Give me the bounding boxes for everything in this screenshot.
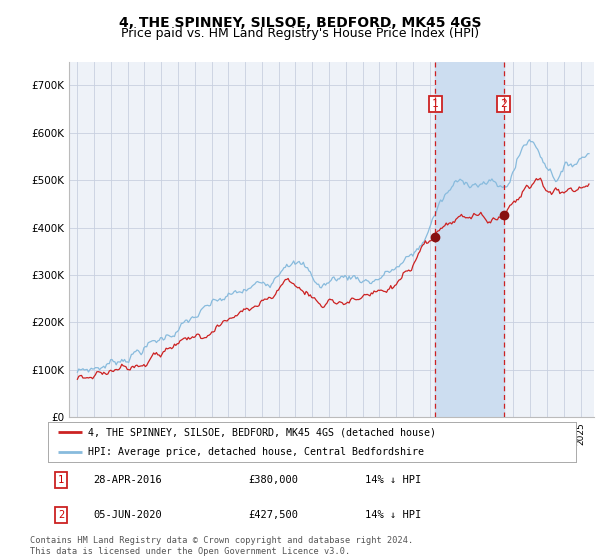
Bar [435,62,504,417]
Text: 1: 1 [432,99,439,109]
Text: HPI: Average price, detached house, Central Bedfordshire: HPI: Average price, detached house, Cent… [88,446,424,456]
Text: 14% ↓ HPI: 14% ↓ HPI [365,475,421,485]
Text: 2: 2 [500,99,507,109]
Text: 05-JUN-2020: 05-JUN-2020 [93,510,161,520]
Text: 28-APR-2016: 28-APR-2016 [93,475,161,485]
Text: £380,000: £380,000 [248,475,299,485]
Text: 4, THE SPINNEY, SILSOE, BEDFORD, MK45 4GS: 4, THE SPINNEY, SILSOE, BEDFORD, MK45 4G… [119,16,481,30]
Text: £427,500: £427,500 [248,510,299,520]
Text: 2: 2 [58,510,64,520]
Text: Contains HM Land Registry data © Crown copyright and database right 2024.
This d: Contains HM Land Registry data © Crown c… [30,536,413,556]
Text: 4, THE SPINNEY, SILSOE, BEDFORD, MK45 4GS (detached house): 4, THE SPINNEY, SILSOE, BEDFORD, MK45 4G… [88,427,436,437]
Text: Price paid vs. HM Land Registry's House Price Index (HPI): Price paid vs. HM Land Registry's House … [121,27,479,40]
Text: 1: 1 [58,475,64,485]
Text: 14% ↓ HPI: 14% ↓ HPI [365,510,421,520]
